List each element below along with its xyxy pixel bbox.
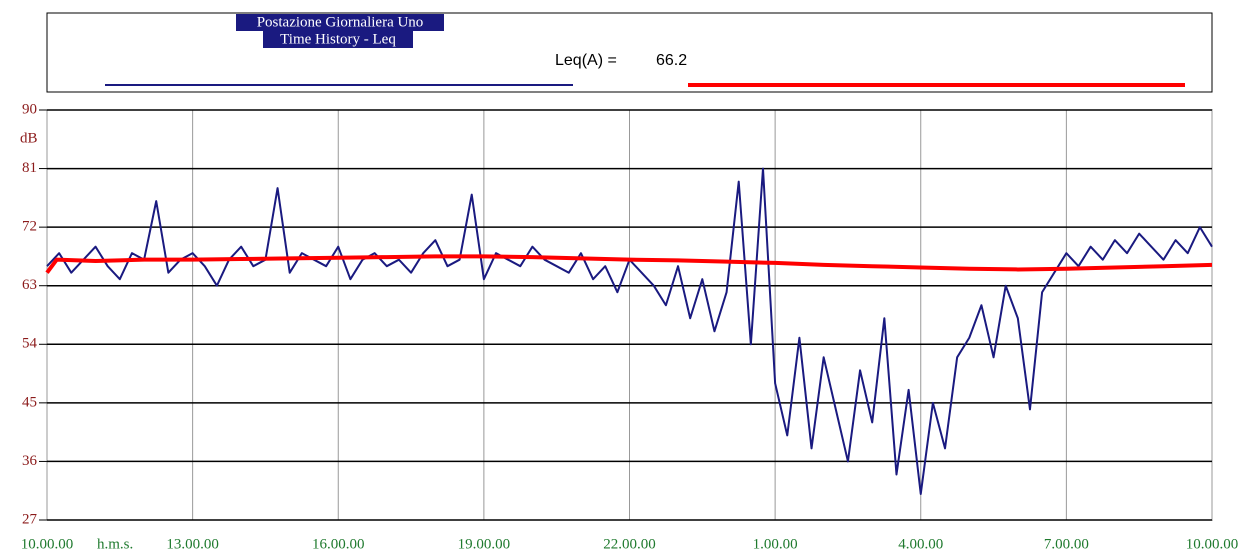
x-tick-label: 10.00.00: [1186, 536, 1239, 552]
y-tick-label: 36: [22, 453, 38, 469]
subtitle-bg: [263, 31, 413, 48]
x-tick-label: 16.00.00: [312, 536, 365, 552]
chart-subtitle: Time History - Leq: [280, 31, 396, 47]
y-tick-label: 54: [22, 336, 38, 352]
series-line: [45, 254, 1213, 274]
y-tick-label: 63: [22, 277, 37, 293]
y-tick-label: 45: [22, 394, 37, 410]
chart-title: Postazione Giornaliera Uno: [257, 14, 424, 30]
annotation-value: 66.2: [656, 52, 687, 69]
x-axis-label: h.m.s.: [97, 536, 133, 552]
x-tick-label: 1.00.00: [753, 536, 798, 552]
x-tick-label: 10.00.00: [21, 536, 74, 552]
title-bg: [236, 14, 444, 31]
x-tick-label: 19.00.00: [458, 536, 511, 552]
y-tick-label: 72: [22, 219, 37, 235]
y-axis-label: dB: [20, 130, 38, 146]
y-tick-label: 81: [22, 160, 37, 176]
x-tick-label: 7.00.00: [1044, 536, 1089, 552]
x-tick-label: 22.00.00: [603, 536, 656, 552]
y-tick-label: 27: [22, 511, 38, 527]
header-box: [46, 12, 1213, 93]
x-tick-label: 4.00.00: [898, 536, 943, 552]
x-tick-label: 13.00.00: [166, 536, 219, 552]
y-tick-label: 90: [22, 101, 37, 117]
annotation-label: Leq(A) =: [555, 52, 617, 69]
